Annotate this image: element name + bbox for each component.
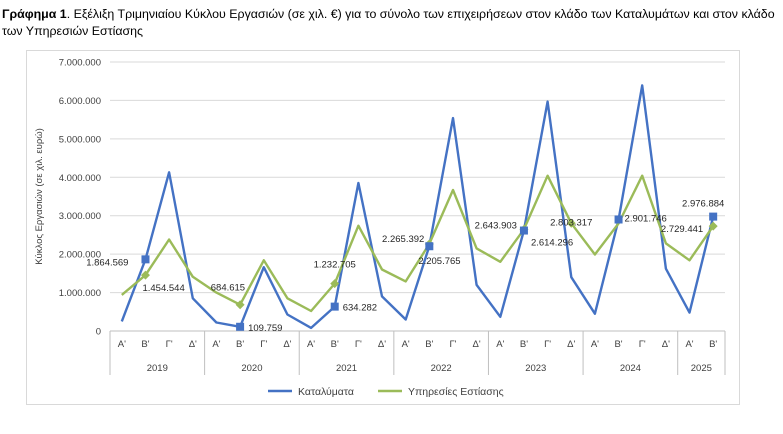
data-labels: 1.864.569 1.454.544 684.615 109.759 1.232.70… [86, 199, 724, 334]
data-label: 1.232.705 [314, 260, 356, 271]
x-tick-label: Γ' [260, 339, 267, 350]
x-tick-label: Γ' [355, 339, 362, 350]
data-label: 1.864.569 [86, 257, 128, 268]
x-tick-label: Β' [141, 339, 149, 350]
accommodation-marker [425, 242, 434, 251]
food-services-marker [235, 300, 245, 310]
x-tick-label: Γ' [166, 339, 173, 350]
accommodation-marker [236, 322, 245, 331]
accommodation-marker [614, 215, 623, 224]
caption-bold: Γράφημα 1 [2, 7, 67, 21]
data-label: 2.614.296 [531, 238, 573, 249]
legend-label: Υπηρεσίες Εστίασης [408, 386, 504, 398]
y-tick-label: 0 [96, 327, 101, 338]
y-tick-label: 1.000.000 [59, 288, 101, 299]
food-services-marker [708, 221, 718, 231]
gridlines [110, 61, 725, 294]
y-tick-label: 6.000.000 [59, 96, 101, 107]
x-axis: Α' Β' Γ' Δ' Α' Β' Γ' Δ' Α' Β' Γ' Δ' Α' Β' Γ' Δ' Α' Β' Γ' Δ'… [109, 330, 726, 375]
y-axis-label: Κύκλος Εργασιών (σε χιλ. ευρώ) [34, 128, 45, 265]
y-axis-ticks: 0 1.000.000 2.000.000 3.000.000 4.000.000 5.0… [59, 58, 101, 338]
x-tick-label: Δ' [473, 339, 481, 350]
accommodation-marker [330, 302, 339, 311]
x-tick-label: Α' [307, 339, 315, 350]
x-tick-label: Α' [685, 339, 693, 350]
x-tick-label: Β' [709, 339, 717, 350]
data-label: 1.454.544 [142, 283, 184, 294]
series-line-accommodation [120, 84, 715, 330]
year-label: 2023 [525, 363, 546, 374]
accommodation-marker [519, 226, 528, 235]
data-label: 2.265.392 [382, 234, 424, 245]
x-tick-label: Α' [591, 339, 599, 350]
x-tick-label: Β' [236, 339, 244, 350]
year-label: 2022 [431, 363, 452, 374]
chart-frame [26, 50, 740, 405]
data-label: 684.615 [211, 283, 245, 294]
y-tick-label: 5.000.000 [59, 134, 101, 145]
year-label: 2024 [620, 363, 641, 374]
x-tick-label: Δ' [567, 339, 575, 350]
year-label: 2021 [336, 363, 357, 374]
food-services-marker [330, 279, 340, 289]
y-tick-label: 4.000.000 [59, 173, 101, 184]
x-tick-label: Β' [614, 339, 622, 350]
x-tick-label: Δ' [378, 339, 386, 350]
data-label: 2.205.765 [418, 256, 460, 267]
data-label: 2.729.441 [661, 224, 703, 235]
x-tick-label: Δ' [283, 339, 291, 350]
x-tick-label: Α' [212, 339, 220, 350]
year-label: 2020 [241, 363, 262, 374]
data-label: 109.759 [248, 323, 282, 334]
data-label: 634.282 [343, 303, 377, 314]
y-tick-label: 2.000.000 [59, 250, 101, 261]
year-label: 2019 [147, 363, 168, 374]
data-label: 2.976.884 [682, 199, 724, 210]
x-tick-label: Β' [425, 339, 433, 350]
series-lines [120, 84, 715, 330]
y-tick-label: 3.000.000 [59, 211, 101, 222]
x-tick-label: Α' [118, 339, 126, 350]
year-label: 2025 [691, 363, 712, 374]
x-tick-label: Δ' [662, 339, 670, 350]
x-tick-label: Α' [402, 339, 410, 350]
food-services-marker [566, 218, 576, 228]
data-label: 2.643.903 [475, 220, 517, 231]
food-services-marker [140, 270, 150, 280]
series-markers [140, 212, 718, 331]
series-line-food-services [121, 174, 715, 313]
x-tick-label: Β' [520, 339, 528, 350]
chart-caption: Γράφημα 1. Εξέλιξη Τριμηνιαίου Κύκλου Ερ… [2, 6, 781, 40]
caption-text: . Εξέλιξη Τριμηνιαίου Κύκλου Εργασιών (σ… [2, 7, 775, 38]
x-tick-label: Γ' [639, 339, 646, 350]
x-tick-label: Β' [331, 339, 339, 350]
x-tick-label: Γ' [544, 339, 551, 350]
x-tick-label: Δ' [189, 339, 197, 350]
legend-label: Καταλύματα [298, 386, 354, 398]
data-label: 2.803.317 [550, 217, 592, 228]
x-tick-label: Γ' [449, 339, 456, 350]
legend: Καταλύματα Υπηρεσίες Εστίασης [268, 386, 504, 398]
y-tick-label: 7.000.000 [59, 58, 101, 69]
accommodation-marker [709, 212, 718, 221]
data-label: 2.901.746 [625, 213, 667, 224]
x-tick-label: Α' [496, 339, 504, 350]
accommodation-marker [141, 255, 150, 264]
